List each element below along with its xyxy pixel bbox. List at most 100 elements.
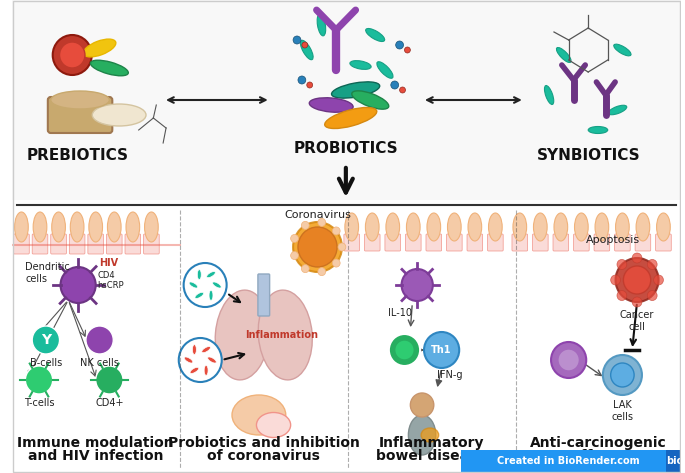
Text: Inflammatory: Inflammatory bbox=[379, 436, 484, 450]
Circle shape bbox=[647, 260, 657, 270]
Text: effects: effects bbox=[571, 449, 625, 463]
Circle shape bbox=[96, 366, 123, 394]
Ellipse shape bbox=[89, 212, 103, 242]
Ellipse shape bbox=[657, 213, 671, 241]
Ellipse shape bbox=[554, 213, 568, 241]
Circle shape bbox=[332, 227, 340, 235]
Ellipse shape bbox=[427, 213, 440, 241]
Ellipse shape bbox=[352, 91, 389, 109]
Ellipse shape bbox=[447, 213, 461, 241]
Text: Y: Y bbox=[41, 333, 51, 347]
Ellipse shape bbox=[232, 395, 286, 435]
Circle shape bbox=[179, 338, 222, 382]
Circle shape bbox=[632, 253, 642, 263]
FancyBboxPatch shape bbox=[144, 234, 159, 254]
Text: CD4: CD4 bbox=[98, 271, 115, 280]
FancyBboxPatch shape bbox=[406, 234, 421, 251]
Text: HIV: HIV bbox=[99, 258, 119, 268]
Text: Dendritic
cells: Dendritic cells bbox=[25, 262, 70, 284]
Text: B-cells: B-cells bbox=[29, 358, 62, 368]
Text: Inflammation: Inflammation bbox=[245, 330, 318, 340]
Ellipse shape bbox=[636, 213, 650, 241]
Ellipse shape bbox=[208, 357, 216, 363]
Circle shape bbox=[610, 275, 621, 285]
Text: Immune modulation: Immune modulation bbox=[17, 436, 174, 450]
Circle shape bbox=[424, 332, 459, 368]
Circle shape bbox=[318, 268, 325, 276]
Circle shape bbox=[298, 76, 306, 84]
Ellipse shape bbox=[189, 282, 198, 288]
Circle shape bbox=[184, 263, 227, 307]
Circle shape bbox=[396, 41, 403, 49]
Circle shape bbox=[610, 363, 634, 387]
Text: bio: bio bbox=[667, 456, 684, 466]
Ellipse shape bbox=[408, 415, 436, 455]
Ellipse shape bbox=[301, 40, 313, 60]
Ellipse shape bbox=[616, 213, 630, 241]
Ellipse shape bbox=[350, 61, 371, 70]
Ellipse shape bbox=[488, 213, 502, 241]
Text: IL-10: IL-10 bbox=[388, 308, 412, 318]
Text: Created in BioRender.com: Created in BioRender.com bbox=[497, 456, 640, 466]
Text: CD4+: CD4+ bbox=[95, 398, 123, 408]
Circle shape bbox=[293, 222, 342, 272]
Circle shape bbox=[632, 297, 642, 307]
FancyBboxPatch shape bbox=[125, 234, 140, 254]
Ellipse shape bbox=[52, 212, 65, 242]
Circle shape bbox=[391, 81, 399, 89]
FancyBboxPatch shape bbox=[32, 234, 48, 254]
Ellipse shape bbox=[406, 213, 420, 241]
Ellipse shape bbox=[545, 86, 553, 105]
Ellipse shape bbox=[126, 212, 140, 242]
Circle shape bbox=[301, 221, 309, 229]
Circle shape bbox=[389, 334, 420, 366]
FancyBboxPatch shape bbox=[48, 97, 112, 133]
Circle shape bbox=[401, 269, 433, 301]
Text: Probiotics and inhibition: Probiotics and inhibition bbox=[168, 436, 360, 450]
Ellipse shape bbox=[209, 290, 213, 300]
Text: NK cells: NK cells bbox=[80, 358, 119, 368]
Text: T-cells: T-cells bbox=[24, 398, 54, 408]
Ellipse shape bbox=[595, 213, 609, 241]
Circle shape bbox=[647, 290, 657, 300]
Circle shape bbox=[302, 42, 308, 48]
Ellipse shape bbox=[202, 347, 210, 353]
Circle shape bbox=[653, 275, 664, 285]
FancyBboxPatch shape bbox=[667, 450, 684, 472]
Circle shape bbox=[617, 260, 627, 270]
Ellipse shape bbox=[51, 91, 110, 109]
FancyBboxPatch shape bbox=[426, 234, 442, 251]
FancyBboxPatch shape bbox=[488, 234, 503, 251]
Text: PREBIOTICS: PREBIOTICS bbox=[27, 148, 129, 163]
FancyBboxPatch shape bbox=[12, 0, 681, 200]
Ellipse shape bbox=[325, 107, 377, 129]
FancyBboxPatch shape bbox=[69, 234, 85, 254]
Ellipse shape bbox=[33, 212, 47, 242]
Circle shape bbox=[53, 35, 92, 75]
Circle shape bbox=[603, 355, 642, 395]
Circle shape bbox=[399, 87, 406, 93]
Circle shape bbox=[301, 265, 309, 272]
Ellipse shape bbox=[184, 357, 193, 363]
Text: Cancer
cell: Cancer cell bbox=[620, 310, 654, 332]
FancyBboxPatch shape bbox=[14, 234, 29, 254]
Circle shape bbox=[395, 340, 414, 360]
Ellipse shape bbox=[534, 213, 547, 241]
FancyBboxPatch shape bbox=[614, 234, 630, 251]
Ellipse shape bbox=[84, 39, 116, 57]
Ellipse shape bbox=[108, 212, 121, 242]
FancyBboxPatch shape bbox=[635, 234, 651, 251]
Text: of coronavirus: of coronavirus bbox=[208, 449, 320, 463]
Circle shape bbox=[32, 326, 60, 354]
Text: SYNBIOTICS: SYNBIOTICS bbox=[536, 148, 640, 163]
Ellipse shape bbox=[468, 213, 482, 241]
Ellipse shape bbox=[14, 212, 28, 242]
Ellipse shape bbox=[588, 126, 608, 133]
Circle shape bbox=[404, 47, 410, 53]
FancyBboxPatch shape bbox=[447, 234, 462, 251]
Circle shape bbox=[290, 235, 299, 243]
Text: hsCRP: hsCRP bbox=[98, 280, 124, 289]
Text: bowel disease: bowel disease bbox=[377, 449, 487, 463]
Circle shape bbox=[318, 219, 325, 227]
Circle shape bbox=[298, 227, 337, 267]
